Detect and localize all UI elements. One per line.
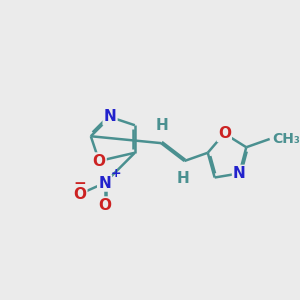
- Text: H: H: [177, 171, 189, 186]
- Text: +: +: [111, 167, 121, 180]
- Text: N: N: [233, 166, 246, 181]
- Text: O: O: [218, 126, 231, 141]
- Text: N: N: [104, 110, 116, 124]
- Text: −: −: [74, 176, 86, 191]
- Text: CH₃: CH₃: [272, 132, 300, 146]
- Text: O: O: [98, 197, 111, 212]
- Text: O: O: [93, 154, 106, 169]
- Text: N: N: [98, 176, 111, 190]
- Text: H: H: [156, 118, 169, 133]
- Text: O: O: [73, 187, 86, 202]
